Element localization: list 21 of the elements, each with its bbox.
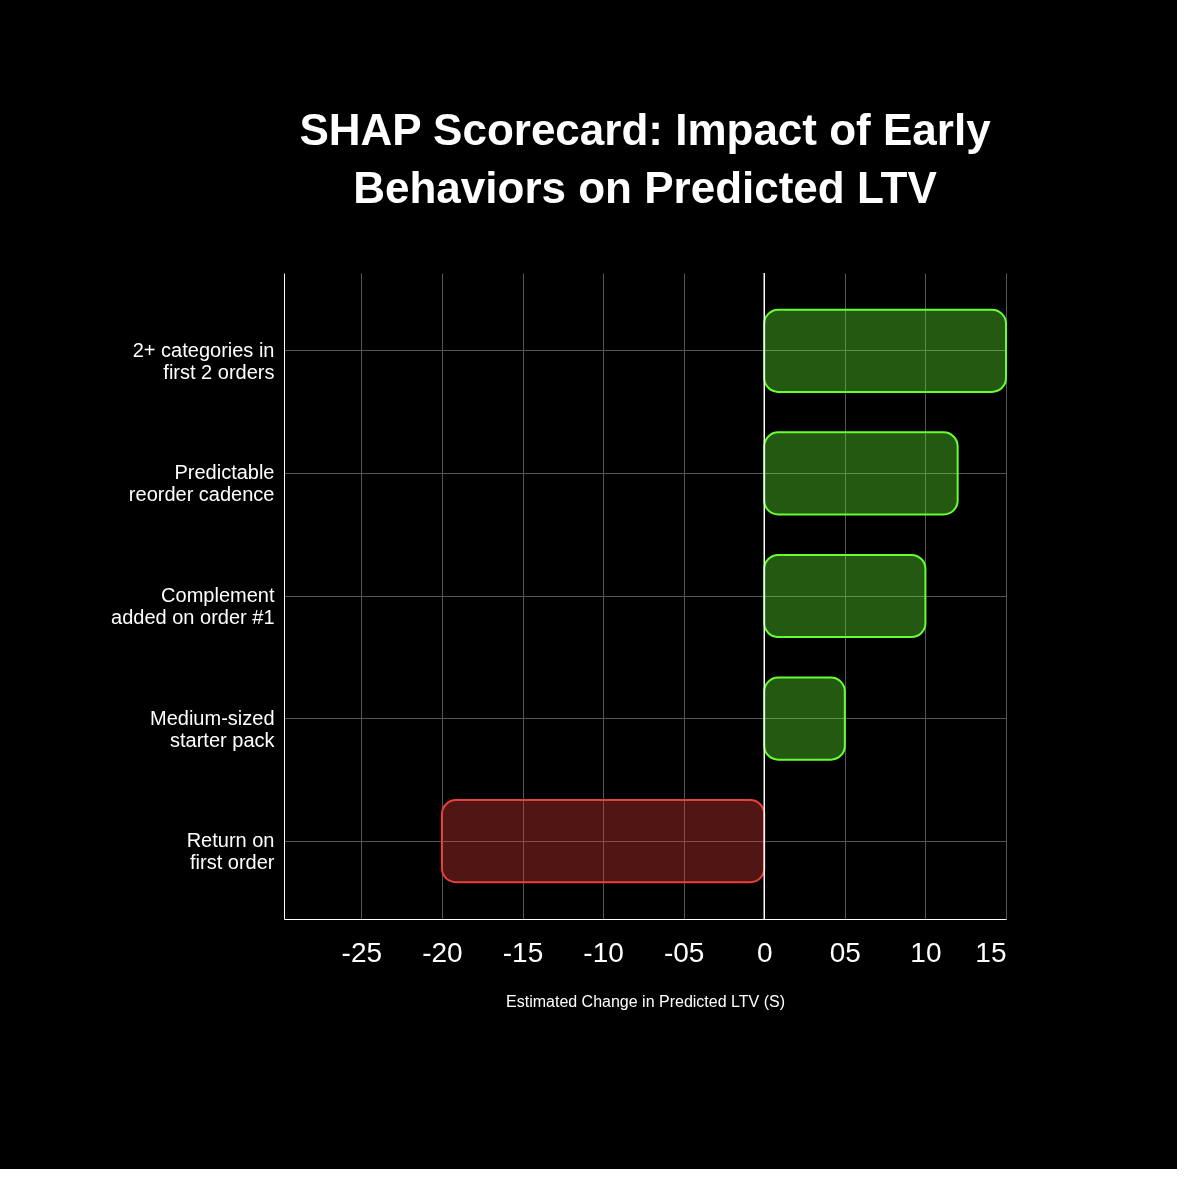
x-axis-title: Estimated Change in Predicted LTV (S) (506, 992, 785, 1010)
bar (763, 308, 1007, 393)
bar (763, 431, 959, 516)
chart-title: SHAP Scorecard: Impact of Early Behaviors on Predicted LTV (299, 105, 992, 213)
y-tick-label: Complement added on order #1 (111, 584, 275, 628)
x-tick-label: -15 (502, 936, 544, 968)
x-tick-label: -20 (422, 936, 463, 968)
y-tick-label: Predictable reorder cadence (128, 461, 275, 506)
bar (440, 799, 766, 884)
y-tick-label: 2+ categories in first 2 orders (132, 338, 275, 383)
y-tick-label: Return on first order (186, 829, 275, 874)
x-tick-label: -25 (341, 936, 383, 968)
bar (763, 676, 846, 761)
y-tick-label: Medium-sized starter pack (150, 706, 276, 751)
x-tick-label: 0 (756, 936, 773, 968)
x-tick-label: 15 (975, 936, 1007, 968)
bar (763, 553, 927, 639)
x-tick-label: -10 (583, 936, 624, 968)
x-tick-label: 10 (910, 936, 942, 968)
x-tick-label: 05 (829, 936, 861, 968)
x-tick-label: -05 (663, 936, 705, 968)
